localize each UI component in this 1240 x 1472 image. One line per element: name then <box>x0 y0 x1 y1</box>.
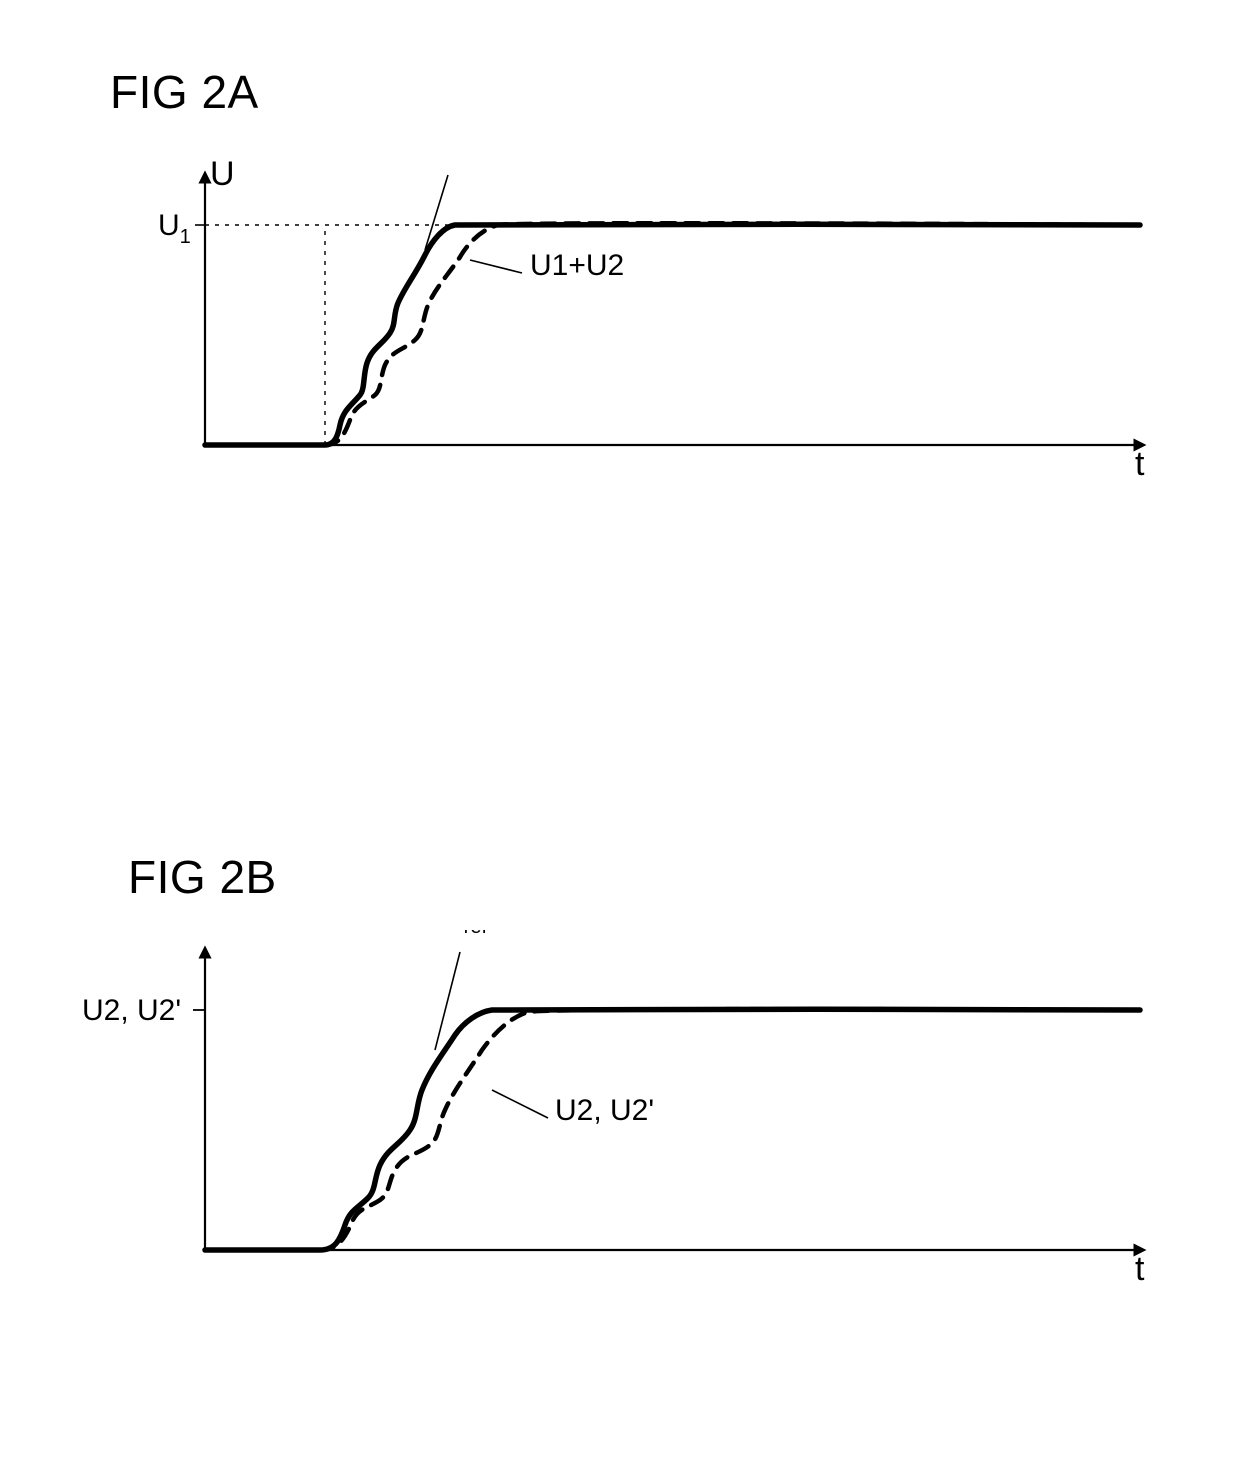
fig2a-y-axis-label: U <box>210 155 235 193</box>
fig2b-u2u2p-label: U2, U2' <box>555 1094 654 1127</box>
fig2a-u1-label: U1 <box>158 209 191 248</box>
fig2a-chart: U t U1 Uref U1+U2 <box>60 155 1180 505</box>
fig2a-u1u2-leader <box>470 260 522 273</box>
fig2b-dashed-curve <box>320 1009 1140 1250</box>
fig2b-solid-curve <box>205 1009 1140 1250</box>
fig2b-uref-label: Uref <box>442 930 487 938</box>
fig2b-u2u2p-leader <box>492 1090 548 1118</box>
fig2b-left-tick-label: U2, U2' <box>82 994 181 1027</box>
fig2a-x-axis-label: t <box>1135 445 1145 483</box>
fig2b-chart: t U2, U2' Uref U2, U2' <box>60 930 1180 1310</box>
fig2a-dashed-curve <box>325 223 1140 445</box>
fig2a-uref-label: Uref <box>430 155 475 160</box>
fig2b-x-axis-label: t <box>1135 1250 1145 1288</box>
fig2a-solid-curve <box>205 224 1140 445</box>
fig2a-title: FIG 2A <box>110 65 259 119</box>
fig2b-title: FIG 2B <box>128 850 277 904</box>
fig2a-u1u2-label: U1+U2 <box>530 249 624 282</box>
